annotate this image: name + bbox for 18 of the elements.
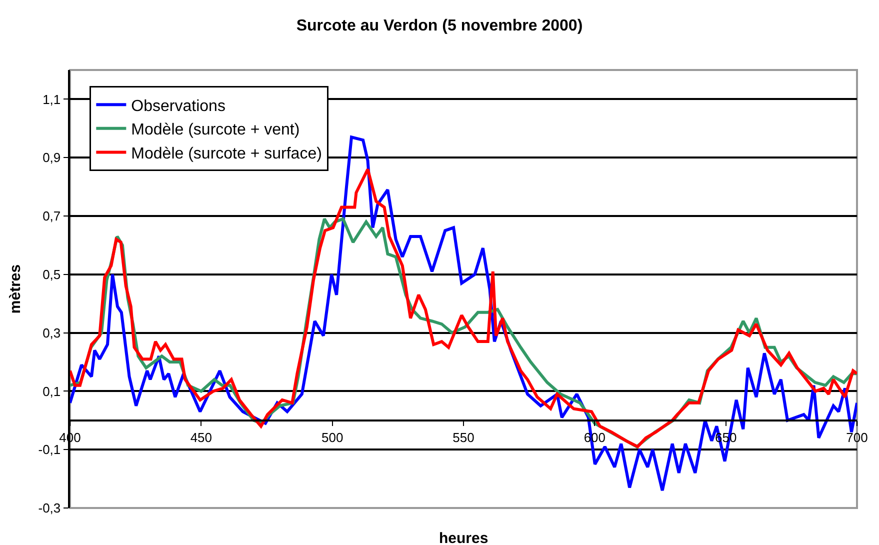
y-tick-label: -0,3 [38, 500, 61, 516]
y-tick-label: 0,3 [42, 325, 61, 340]
legend-label: Modèle (surcote + surface) [131, 145, 322, 162]
y-tick-label: 0,7 [42, 208, 61, 224]
x-tick-label: 500 [321, 430, 344, 445]
y-axis-title: mètres [6, 264, 24, 314]
x-tick-label: 450 [190, 430, 212, 445]
y-tick-label: 0,9 [42, 150, 61, 166]
y-tick-label: 0,5 [42, 266, 61, 282]
x-tick-label: 550 [452, 430, 474, 445]
y-tick-label: 1,1 [42, 92, 61, 107]
y-tick-label: -0,1 [38, 442, 61, 458]
x-axis-title: heures [439, 530, 488, 545]
y-tick-label: 0,1 [42, 384, 61, 399]
legend-label: Observations [131, 98, 226, 115]
chart-title: Surcote au Verdon (5 novembre 2000) [296, 17, 583, 34]
x-tick-label: 700 [846, 430, 868, 445]
legend-label: Modèle (surcote + vent) [131, 122, 300, 139]
